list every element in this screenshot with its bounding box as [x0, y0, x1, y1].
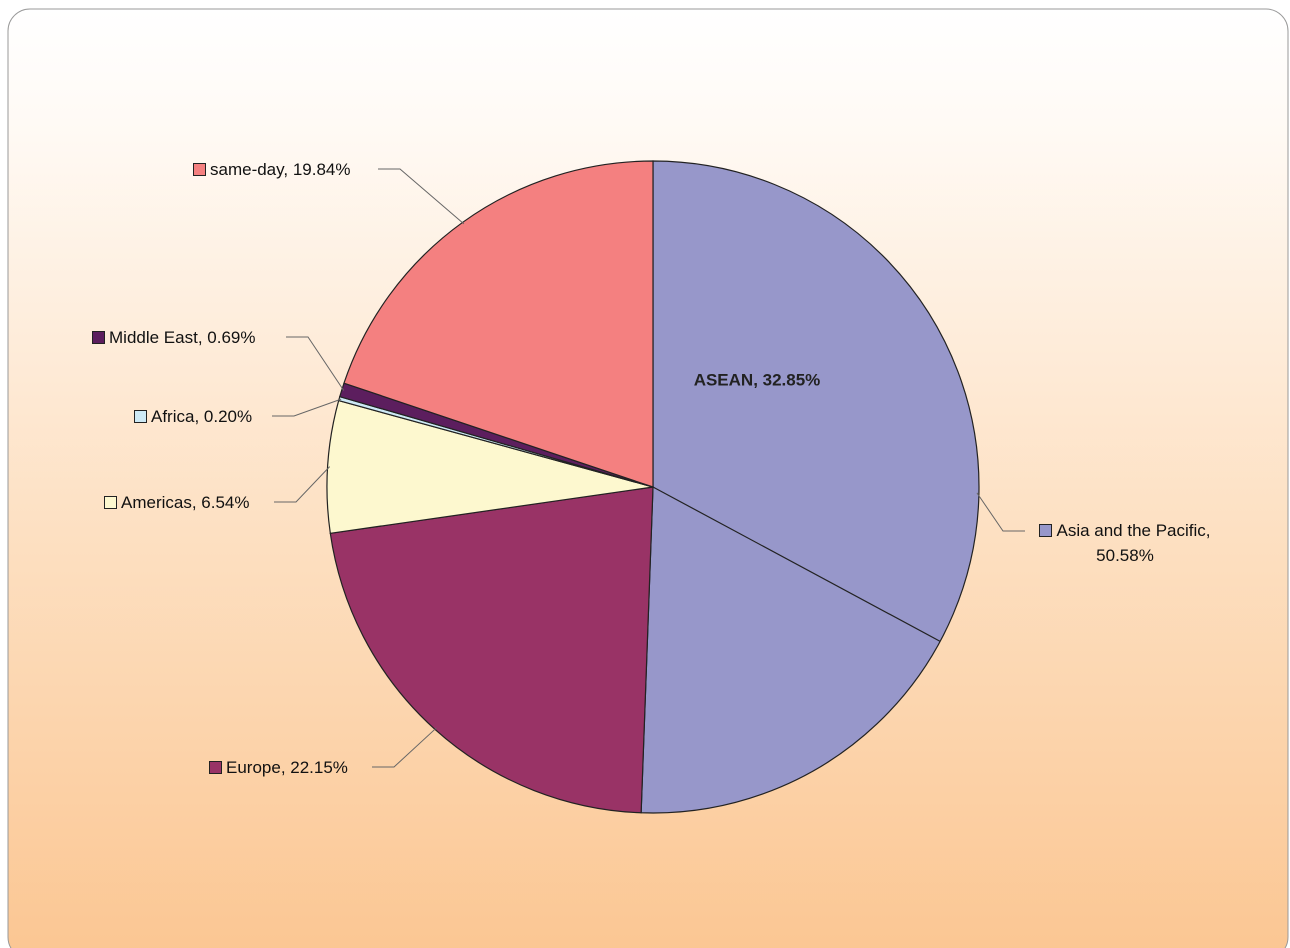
leader-line	[976, 492, 1025, 532]
pie-slice	[640, 160, 980, 814]
label-text: Asia and the Pacific, 50.58%	[1056, 521, 1211, 565]
label-text: Americas, 6.54%	[121, 493, 250, 512]
leader-line	[372, 727, 437, 768]
legend-swatch	[104, 496, 117, 509]
label-text: Europe, 22.15%	[226, 758, 348, 777]
slice-label: same-day, 19.84%	[193, 157, 350, 182]
legend-swatch	[193, 163, 206, 176]
annotation-divider	[652, 486, 941, 642]
slice-label: Americas, 6.54%	[104, 490, 250, 515]
legend-swatch	[209, 761, 222, 774]
pie-slice	[326, 399, 654, 535]
legend-swatch	[134, 410, 147, 423]
leader-line	[378, 168, 465, 225]
label-text: Middle East, 0.69%	[109, 328, 256, 347]
leader-line	[274, 466, 331, 503]
leader-line	[286, 336, 345, 391]
label-text: Africa, 0.20%	[151, 407, 253, 426]
slice-label: Europe, 22.15%	[209, 755, 348, 780]
legend-swatch	[1039, 524, 1053, 537]
slice-label: Middle East, 0.69%	[92, 325, 255, 350]
leader-line	[272, 398, 342, 417]
label-text: same-day, 19.84%	[210, 160, 351, 179]
annotation: ASEAN, 32.85%	[694, 370, 821, 389]
legend-swatch	[92, 331, 105, 344]
slice-label: Africa, 0.20%	[134, 404, 252, 429]
slice-label: Asia and the Pacific, 50.58%	[1025, 518, 1225, 568]
